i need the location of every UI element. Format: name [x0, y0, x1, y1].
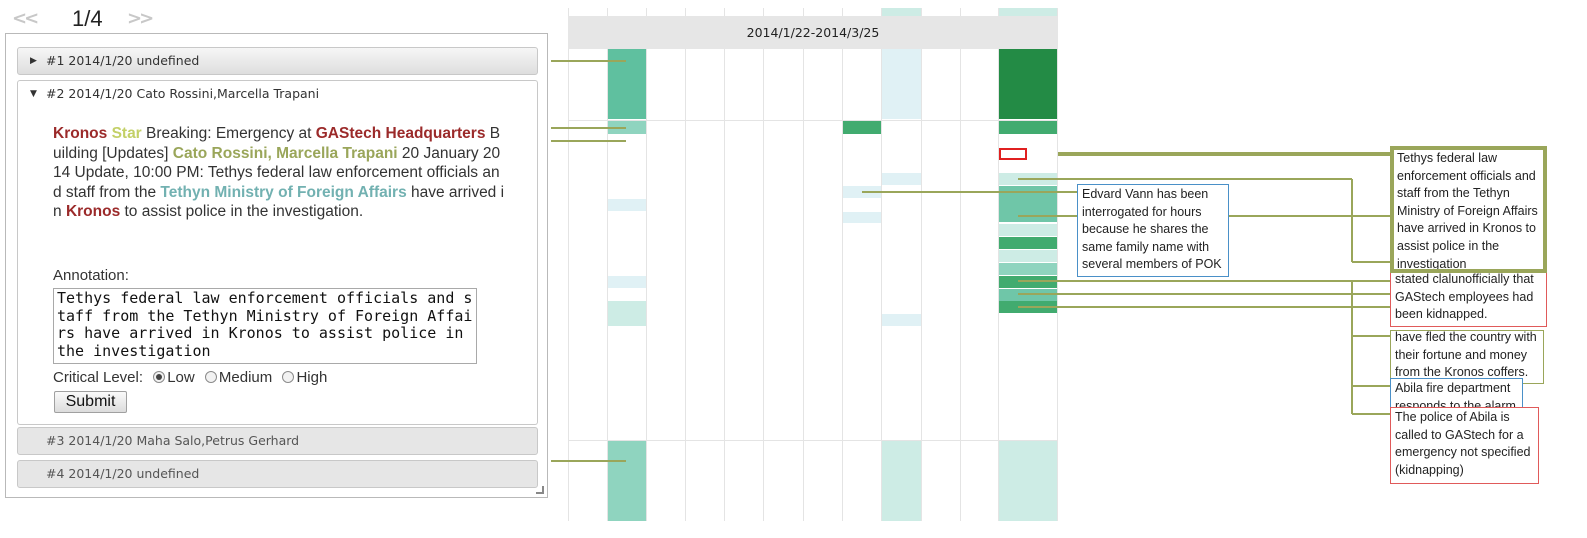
keyword-organization: GAStech Headquarters: [315, 125, 486, 142]
heatmap-cell[interactable]: [608, 301, 646, 326]
keyword-person: Marcella Trapani: [276, 144, 398, 162]
accordion-header-label: #4 2014/1/20 undefined: [46, 466, 200, 481]
keyword-organization: Tethyn Ministry of Foreign Affairs: [160, 183, 407, 201]
keyword-location: Kronos: [53, 125, 108, 142]
heatmap-cell[interactable]: [999, 250, 1058, 262]
accordion-content: Kronos Star Breaking: Emergency at GASte…: [17, 107, 538, 425]
resize-grip-icon[interactable]: [536, 486, 544, 494]
note-text: The police of Abila is called to GAStech…: [1395, 410, 1531, 477]
note-edvard[interactable]: Edvard Vann has been interrogated for ho…: [1077, 184, 1229, 277]
heatmap-cell[interactable]: [999, 121, 1058, 134]
heatmap-cell[interactable]: [999, 224, 1058, 236]
grid-line: [921, 8, 922, 521]
grid-line: [763, 8, 764, 521]
grid-line: [803, 8, 804, 521]
accordion-header-label: #3 2014/1/20 Maha Salo,Petrus Gerhard: [46, 433, 300, 448]
submit-button[interactable]: Submit: [54, 391, 127, 413]
grid-line: [568, 440, 1058, 441]
heatmap-cell[interactable]: [608, 121, 646, 134]
grid-line: [646, 8, 647, 521]
heatmap-cell[interactable]: [999, 237, 1058, 249]
accordion-header-4[interactable]: #4 2014/1/20 undefined: [17, 460, 538, 488]
highlighted-cell[interactable]: [999, 148, 1027, 160]
accordion-header-2[interactable]: ▼ #2 2014/1/20 Cato Rossini,Marcella Tra…: [17, 80, 538, 108]
accordion-header-3[interactable]: #3 2014/1/20 Maha Salo,Petrus Gerhard: [17, 427, 538, 455]
heatmap-cell[interactable]: [608, 276, 646, 288]
heatmap-cell[interactable]: [608, 199, 646, 211]
heatmap-cell[interactable]: [999, 263, 1058, 275]
annotation-textarea[interactable]: Tethys federal law enforcement officials…: [53, 288, 477, 364]
grid-line: [724, 8, 725, 521]
accordion-header-label: #1 2014/1/20 undefined: [46, 53, 200, 68]
keyword-source: Star: [111, 125, 142, 142]
grid-line: [685, 8, 686, 521]
keyword-location: Kronos: [65, 203, 121, 220]
grid-line: [568, 8, 569, 521]
date-range-header: 2014/1/22-2014/3/25: [568, 16, 1058, 49]
heatmap-cell[interactable]: [882, 314, 921, 326]
page-indicator: 1/4: [72, 6, 103, 31]
heatmap-cell[interactable]: [882, 441, 921, 521]
radio-low[interactable]: [153, 371, 166, 383]
keyword-person: Cato Rossini: [172, 144, 268, 162]
annotation-label: Annotation:: [53, 267, 129, 284]
note-text: Tethys federal law enforcement officials…: [1397, 151, 1538, 271]
note-fire[interactable]: Abila fire department responds to the al…: [1390, 378, 1523, 412]
note-police[interactable]: The police of Abila is called to GAStech…: [1390, 407, 1539, 484]
heatmap-cell[interactable]: [999, 441, 1058, 521]
grid-line: [842, 8, 843, 521]
critical-level-group: Critical Level: Low Medium High: [53, 369, 327, 386]
caret-right-icon: ▶: [30, 56, 37, 66]
article-text-fragment: ,: [267, 144, 277, 162]
grid-line: [998, 8, 999, 521]
heatmap-cell[interactable]: [882, 41, 921, 119]
heatmap-cell[interactable]: [608, 441, 646, 521]
radio-medium[interactable]: [204, 371, 217, 383]
note-tethys[interactable]: Tethys federal law enforcement officials…: [1390, 146, 1547, 273]
heatmap-cell[interactable]: [999, 41, 1058, 119]
timeline-heatmap: 2014/1/22-2014/3/25: [568, 8, 1058, 521]
radio-high-label: High: [296, 369, 328, 386]
note-text: stated clalunofficially that GAStech emp…: [1395, 272, 1534, 322]
accordion-header-1[interactable]: ▶ #1 2014/1/20 undefined: [17, 47, 538, 75]
article-text-fragment: 20 January 2014 Update, 10:00 PM: Tethys…: [53, 144, 501, 201]
heatmap-cell[interactable]: [608, 41, 646, 119]
critical-level-label: Critical Level:: [53, 369, 144, 386]
prev-page-button[interactable]: <<: [12, 8, 39, 29]
article-text-fragment: to assist police in the investigation.: [120, 203, 364, 220]
radio-medium-label: Medium: [218, 369, 273, 386]
grid-line: [960, 8, 961, 521]
heatmap-cell[interactable]: [882, 173, 921, 185]
heatmap-cell[interactable]: [843, 212, 881, 223]
grid-line: [1057, 8, 1058, 521]
note-fled[interactable]: have fled the country with their fortune…: [1390, 330, 1544, 384]
grid-line: [568, 120, 1058, 121]
radio-high[interactable]: [282, 371, 295, 383]
article-text-fragment: have arrived in: [53, 183, 505, 221]
note-text: Edvard Vann has been interrogated for ho…: [1082, 187, 1222, 272]
next-page-button[interactable]: >>: [127, 8, 154, 29]
article-panel: ▶ #1 2014/1/20 undefined ▼ #2 2014/1/20 …: [5, 33, 548, 498]
heatmap-cell[interactable]: [843, 121, 881, 134]
radio-low-label: Low: [167, 369, 195, 386]
article-text-fragment: Building [Updates]: [53, 125, 501, 162]
caret-down-icon: ▼: [30, 89, 37, 99]
grid-line: [607, 8, 608, 521]
article-text-fragment: Breaking: Emergency at: [141, 125, 316, 142]
accordion-header-label: #2 2014/1/20 Cato Rossini,Marcella Trapa…: [46, 86, 320, 101]
note-text: have fled the country with their fortune…: [1395, 330, 1537, 380]
grid-line: [881, 8, 882, 521]
article-text: Kronos Star Breaking: Emergency at GASte…: [53, 124, 508, 222]
